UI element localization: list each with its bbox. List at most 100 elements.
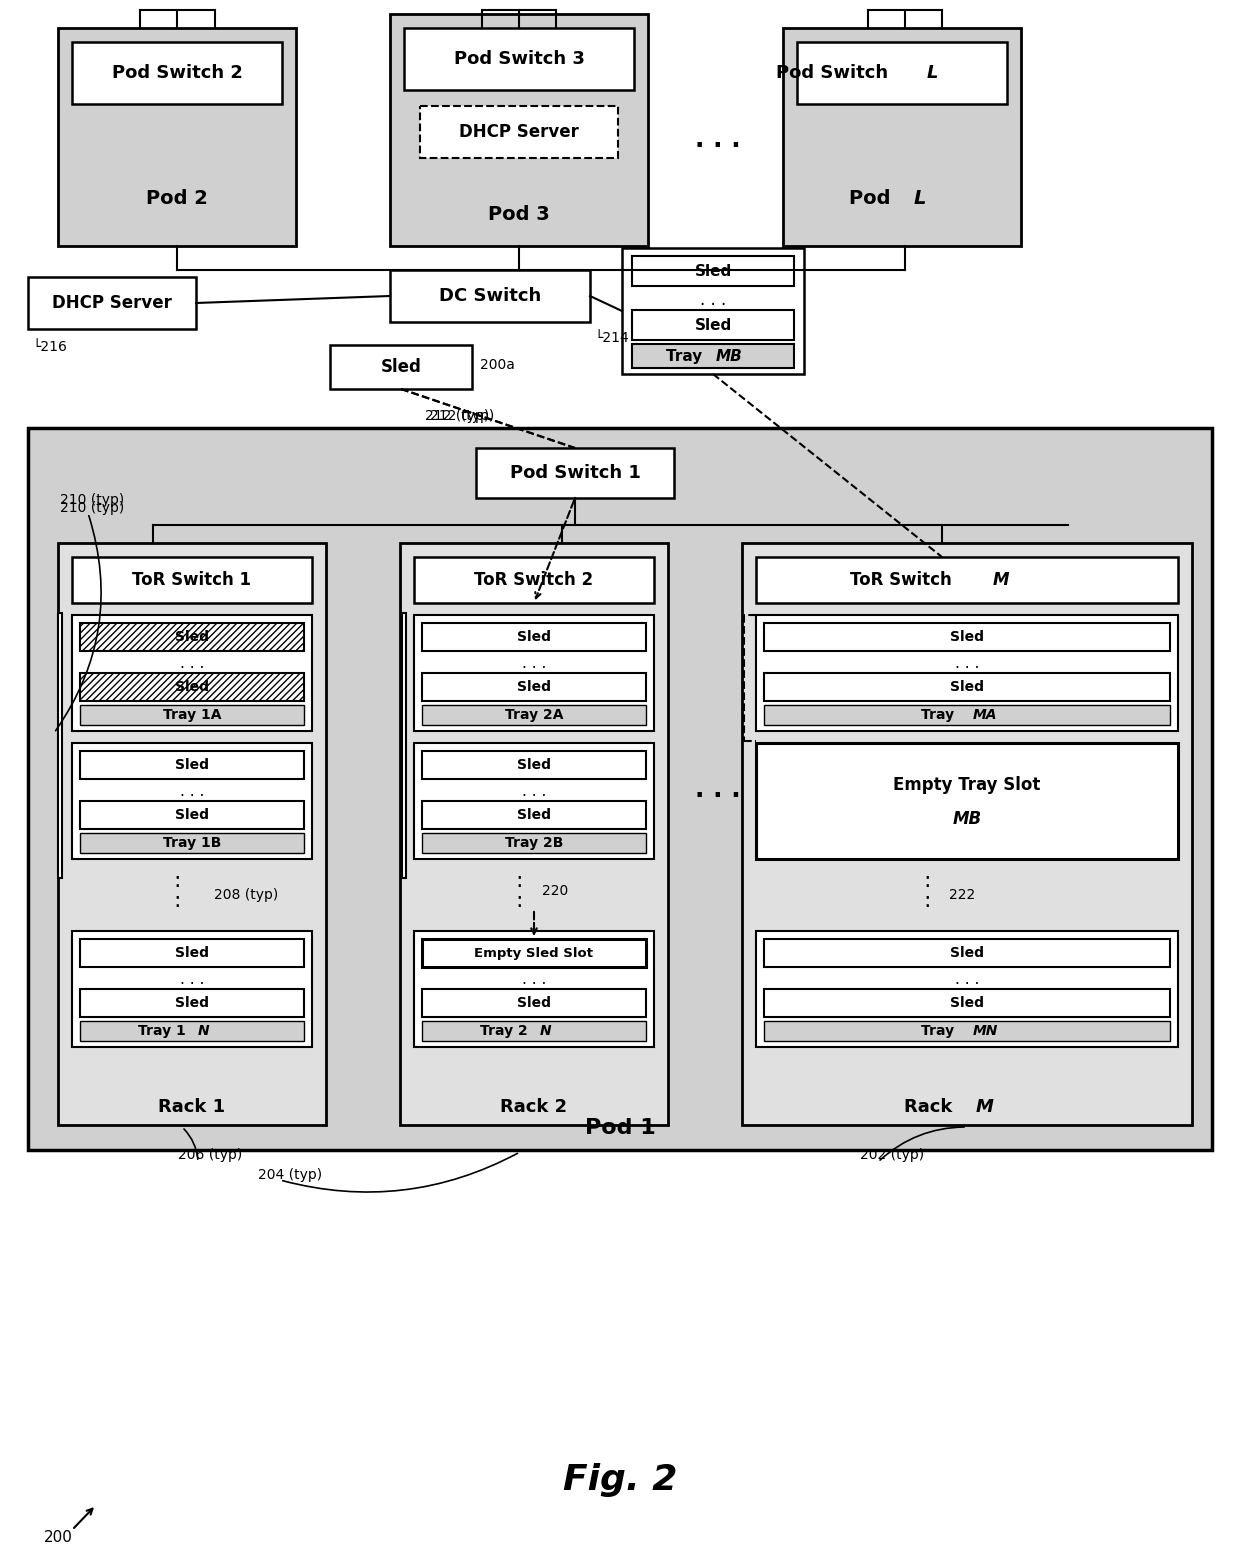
Bar [756,558,1178,603]
Text: Sled: Sled [517,996,551,1010]
Text: Tray: Tray [921,708,959,722]
Text: M: M [976,1098,994,1115]
Text: . . .: . . . [522,971,546,987]
Bar [72,42,281,104]
Text: Sled: Sled [694,318,732,333]
Bar [414,931,653,1047]
Text: └214: └214 [594,331,629,345]
Text: Pod 3: Pod 3 [489,204,549,223]
Bar [58,613,62,878]
Bar [764,988,1171,1018]
Bar [422,1021,646,1041]
Bar [632,344,794,369]
Text: Tray: Tray [667,349,708,364]
Text: ToR Switch: ToR Switch [849,572,957,589]
Bar [756,744,1178,860]
Text: └216: └216 [32,339,67,355]
Text: :: : [924,871,931,891]
Text: L: L [914,189,926,208]
Text: . . .: . . . [180,971,205,987]
Bar [756,615,1178,731]
Bar [797,42,1007,104]
Bar [81,1021,304,1041]
Bar [391,270,590,322]
Bar [58,544,326,1125]
Text: ToR Switch 2: ToR Switch 2 [475,572,594,589]
Text: Tray 1B: Tray 1B [162,836,221,850]
Text: Sled: Sled [175,946,210,960]
Text: 202 (typ): 202 (typ) [861,1148,924,1162]
Bar [422,623,646,651]
Bar [81,988,304,1018]
Text: Empty Sled Slot: Empty Sled Slot [475,946,594,959]
Text: Rack: Rack [904,1098,959,1115]
Bar [81,833,304,853]
Text: Sled: Sled [175,630,210,644]
Text: L: L [926,64,937,82]
Text: . . .: . . . [522,784,546,798]
Text: Pod Switch 3: Pod Switch 3 [454,50,584,68]
Text: Pod 2: Pod 2 [146,189,208,208]
Text: Sled: Sled [517,757,551,771]
Bar [422,751,646,779]
Text: Sled: Sled [950,996,985,1010]
Bar [764,939,1171,967]
Bar [764,672,1171,702]
Text: . . .: . . . [696,778,740,802]
Bar [72,744,312,860]
Text: N: N [541,1024,552,1038]
Text: Pod: Pod [848,189,897,208]
Bar [422,705,646,725]
Bar [764,623,1171,651]
Bar [402,613,405,878]
Bar [81,751,304,779]
Bar [29,428,1211,1149]
Text: DC Switch: DC Switch [439,287,541,305]
Bar [414,744,653,860]
Bar [422,988,646,1018]
Text: 208 (typ): 208 (typ) [215,888,278,902]
Bar [72,558,312,603]
Text: Tray 2B: Tray 2B [505,836,563,850]
Text: MN: MN [972,1024,998,1038]
Text: Sled: Sled [175,757,210,771]
Text: . . .: . . . [180,655,205,671]
Bar [404,28,634,90]
Text: Sled: Sled [175,680,210,694]
Text: Sled: Sled [175,996,210,1010]
Text: MB: MB [715,349,743,364]
Text: Tray 1: Tray 1 [138,1024,186,1038]
Bar [81,705,304,725]
Text: N: N [198,1024,210,1038]
Text: Sled: Sled [950,680,985,694]
Bar [422,801,646,829]
Text: :: : [516,871,523,891]
Bar [632,310,794,339]
Text: 200a: 200a [480,358,515,372]
Text: 212 (typ): 212 (typ) [425,409,490,423]
Text: 220: 220 [542,884,568,898]
Text: Sled: Sled [950,946,985,960]
Text: Tray: Tray [921,1024,959,1038]
Bar [414,615,653,731]
Text: Sled: Sled [381,358,422,376]
Text: 200: 200 [43,1530,72,1546]
Text: Pod Switch 1: Pod Switch 1 [510,465,640,482]
Text: . . .: . . . [955,971,980,987]
Bar [72,615,312,731]
Bar [742,544,1192,1125]
Text: :: : [174,891,181,911]
Text: . . .: . . . [696,129,740,152]
Text: . . .: . . . [522,655,546,671]
Text: 210 (typ): 210 (typ) [60,500,124,514]
Text: . . .: . . . [699,291,727,308]
Text: Sled: Sled [517,680,551,694]
Text: Empty Tray Slot: Empty Tray Slot [893,776,1040,795]
Text: Rack 1: Rack 1 [159,1098,226,1115]
Text: MB: MB [952,810,982,829]
Text: M: M [993,572,1009,589]
Text: Sled: Sled [517,630,551,644]
Text: Tray 2: Tray 2 [480,1024,528,1038]
Bar [756,931,1178,1047]
Text: 206 (typ): 206 (typ) [179,1148,242,1162]
